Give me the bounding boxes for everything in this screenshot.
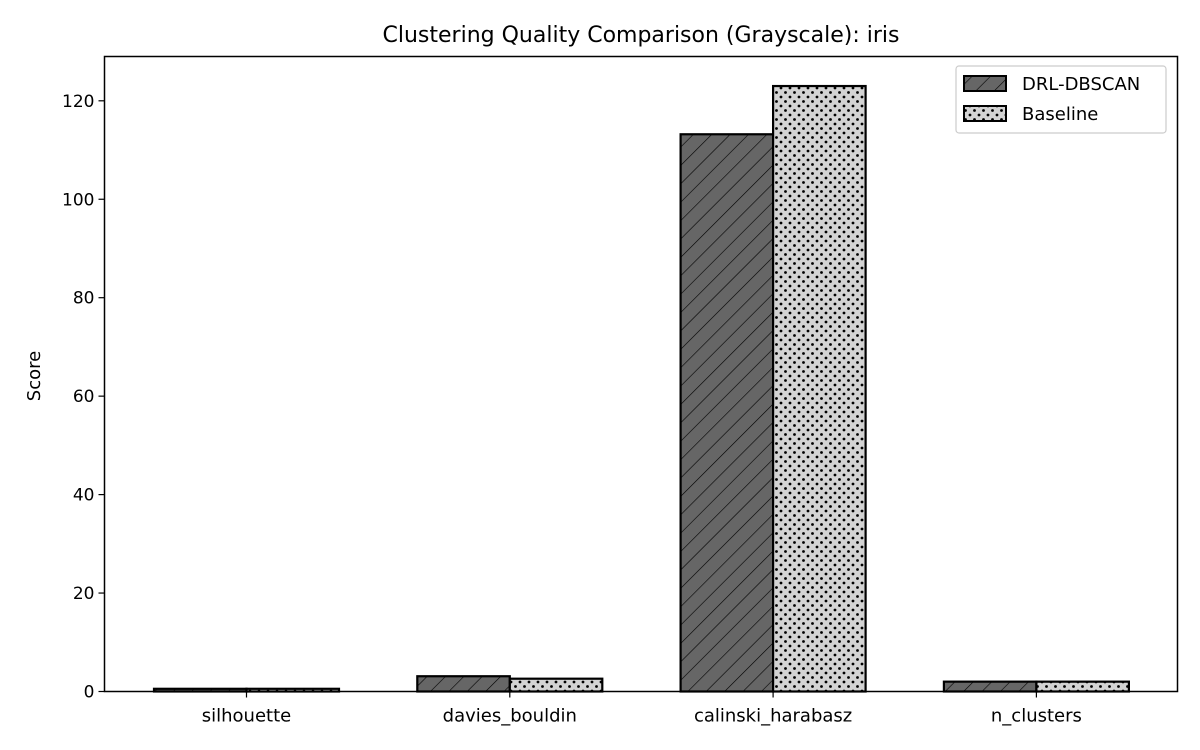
y-tick-label: 120 [62,92,94,112]
y-axis-label: Score [24,351,45,401]
plot-area [152,84,1131,693]
x-tick-label: calinski_harabasz [694,706,852,727]
x-tick-label: silhouette [202,706,291,727]
y-tick-label: 60 [73,387,95,407]
legend-swatch [963,105,1007,122]
legend-label: Baseline [1022,104,1098,125]
y-tick-label: 80 [73,289,95,309]
legend: DRL-DBSCAN Baseline [955,65,1167,134]
axes-frame [103,55,1179,693]
bar-drl-dbscan-calinski-harabasz [679,133,775,693]
bar-baseline-davies-bouldin [508,677,604,693]
bar-drl-dbscan-n-clusters [942,680,1038,693]
bar-baseline-n-clusters [1035,680,1131,693]
y-tick-label: 20 [73,584,95,604]
y-tick-label: 40 [73,486,95,506]
bar-baseline-calinski-harabasz [771,84,867,693]
legend-box [955,65,1167,134]
bar-drl-dbscan-davies-bouldin [416,675,511,693]
legend-swatch [963,75,1007,92]
y-tick-label: 100 [62,190,94,210]
x-tick-label: n_clusters [991,706,1082,727]
x-axis: silhouette davies_bouldin calinski_harabas… [202,691,1082,727]
y-axis: 0 20 40 60 80 100 120 [62,92,105,703]
x-tick-label: davies_bouldin [443,706,577,727]
legend-label: DRL-DBSCAN [1022,74,1140,95]
y-tick-label: 0 [84,683,95,703]
chart-title: Clustering Quality Comparison (Grayscale… [383,23,900,48]
